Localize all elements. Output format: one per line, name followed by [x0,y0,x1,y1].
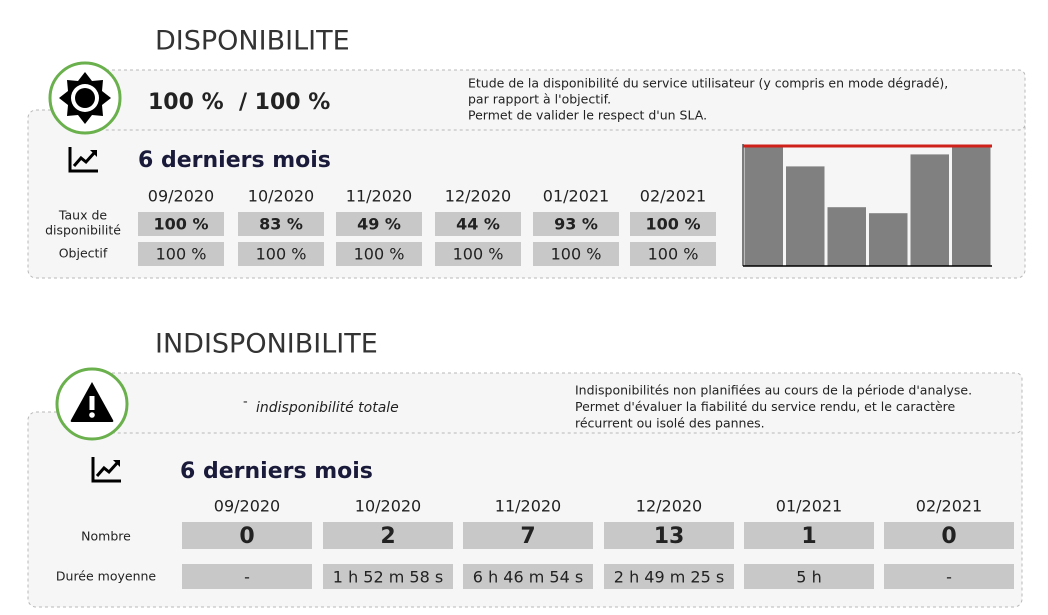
duration-value: 5 h [796,568,821,587]
sun-icon [59,72,111,124]
chart-icon [68,147,98,173]
cell [604,564,734,589]
cell [435,212,521,236]
rate-value: 100 % [646,215,701,234]
rate-value: 44 % [456,215,500,234]
row-label: Objectif [59,246,108,261]
cell [138,242,224,266]
row-label: Durée moyenne [56,569,157,584]
cell [463,564,593,589]
duration-value: - [244,568,250,587]
month-label: 01/2021 [543,187,609,206]
description-line: récurrent ou isolé des pannes. [575,416,765,431]
warning-icon [70,382,114,422]
cell [323,522,453,549]
month-label: 10/2020 [355,497,421,516]
row-label: Nombre [81,529,131,544]
month-label: 12/2020 [445,187,511,206]
month-label: 12/2020 [636,497,702,516]
cell [604,522,734,549]
cell [336,242,422,266]
month-label: 10/2020 [248,187,314,206]
month-label: 09/2020 [214,497,280,516]
cell [744,522,874,549]
month-label: 02/2021 [916,497,982,516]
cell [435,242,521,266]
cell [463,522,593,549]
description-line: Permet d'évaluer la fiabilité du service… [575,399,956,414]
cell [238,212,324,236]
rate-value: 83 % [259,215,303,234]
description-line: Etude de la disponibilité du service uti… [468,76,948,91]
month-label: 11/2020 [495,497,561,516]
summary: 100 % / 100 % [148,90,330,115]
objective-value: 100 % [354,245,405,264]
description-line: Permet de valider le respect d'un SLA. [468,108,707,123]
month-label: 02/2021 [640,187,706,206]
objective-value: 100 % [648,245,699,264]
objective-value: 100 % [156,245,207,264]
period-title: 6 derniers mois [180,459,373,484]
row-label: Taux de [58,208,107,223]
section-title: DISPONIBILITE [155,26,350,57]
cell [884,564,1014,589]
count-value: 0 [941,524,956,549]
summary-panel [99,372,1023,434]
rate-value: 49 % [357,215,401,234]
duration-value: 6 h 46 m 54 s [473,568,583,587]
bar [744,146,783,266]
rate-value: 93 % [554,215,598,234]
count-value: 1 [801,524,816,549]
month-label: 11/2020 [346,187,412,206]
summary-panel [99,69,1026,131]
summary: indisponibilité totale [256,400,399,416]
cell [138,212,224,236]
objective-value: 100 % [256,245,307,264]
chart-icon [91,457,121,483]
cell [744,564,874,589]
description-line: Indisponibilités non planifiées au cours… [575,383,972,398]
summary-dash: - [243,395,248,410]
duration-value: 1 h 52 m 58 s [333,568,443,587]
bar [952,146,991,266]
cell [630,212,716,236]
row-label: disponibilité [45,223,121,238]
month-label: 01/2021 [776,497,842,516]
cell [182,564,312,589]
objective-value: 100 % [551,245,602,264]
bar [910,154,949,266]
count-value: 0 [239,524,254,549]
description-line: par rapport à l'objectif. [468,92,611,107]
cell [630,242,716,266]
bar [869,213,908,266]
period-title: 6 derniers mois [138,148,331,173]
section-title: INDISPONIBILITE [155,329,378,360]
count-value: 13 [654,524,685,549]
count-value: 2 [380,524,395,549]
objective-value: 100 % [453,245,504,264]
cell [238,242,324,266]
bar [827,207,866,266]
cell [533,212,619,236]
cell [533,242,619,266]
bar [786,166,825,266]
rate-value: 100 % [154,215,209,234]
duration-value: 2 h 49 m 25 s [614,568,724,587]
cell [884,522,1014,549]
cell [323,564,453,589]
cell [182,522,312,549]
count-value: 7 [520,524,535,549]
month-label: 09/2020 [148,187,214,206]
cell [336,212,422,236]
duration-value: - [946,568,952,587]
